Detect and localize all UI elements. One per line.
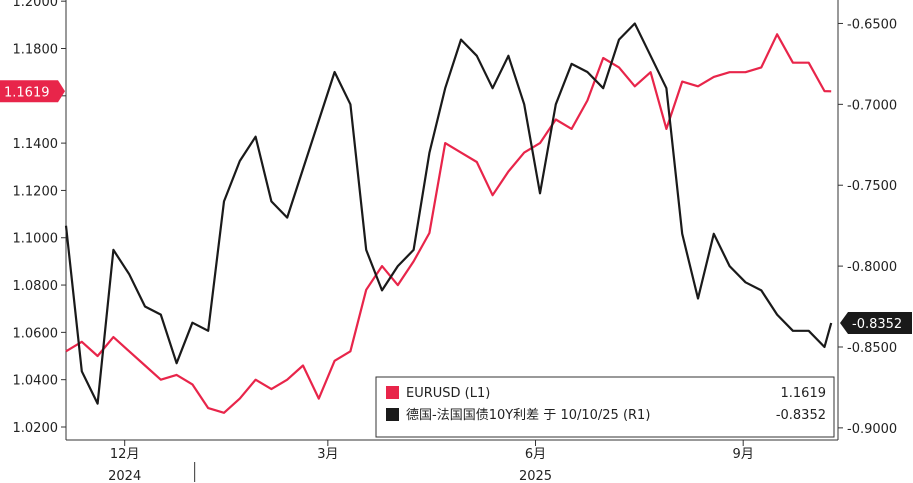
left-tick-label: 1.1200	[13, 184, 59, 199]
legend-box	[375, 376, 835, 438]
legend: EURUSD (L1) 1.1619 德国-法国国债10Y利差 于 10/10/25…	[375, 376, 835, 438]
series-layer	[64, 22, 833, 414]
last-value-badges: 1.1619 -0.8352	[0, 80, 912, 335]
x-tick-label: 12月	[110, 447, 140, 462]
x-tick-label: 3月	[317, 447, 338, 462]
left-tick-label: 1.2000	[13, 0, 59, 10]
series-line-spread	[64, 22, 833, 405]
x-year-label: 2025	[519, 469, 552, 483]
x-axis: 12月 3月 6月 9月 2024 2025	[108, 440, 754, 483]
x-tick-label: 6月	[525, 447, 546, 462]
right-tick-label: -0.7500	[847, 179, 897, 194]
right-axis: -0.6500 -0.7000 -0.7500 -0.8000 -0.8500 -0.90…	[838, 17, 897, 437]
right-tick-label: -0.7000	[847, 98, 897, 113]
left-tick-label: 1.0600	[13, 326, 59, 341]
legend-swatch	[386, 386, 399, 399]
legend-series-name: EURUSD (L1)	[406, 386, 490, 401]
right-tick-label: -0.8000	[847, 260, 897, 275]
left-last-value-badge: 1.1619	[0, 80, 65, 103]
left-tick-label: 1.1000	[13, 232, 59, 247]
series-line-eurusd	[65, 33, 832, 414]
left-tick-label: 1.1400	[13, 137, 59, 152]
right-last-value-badge: -0.8352	[840, 312, 912, 335]
left-tick-label: 1.0400	[13, 374, 59, 389]
x-tick-label: 9月	[733, 447, 754, 462]
legend-swatch	[386, 408, 399, 421]
x-year-label: 2024	[108, 469, 141, 483]
left-tick-label: 1.0200	[13, 421, 59, 436]
left-tick-label: 1.0800	[13, 279, 59, 294]
right-tick-label: -0.6500	[847, 17, 897, 32]
left-last-value-label: 1.1619	[4, 85, 50, 100]
right-last-value-label: -0.8352	[852, 317, 902, 332]
legend-series-value: 1.1619	[781, 386, 827, 401]
plot-frame	[65, 0, 839, 441]
left-tick-label: 1.1800	[13, 42, 59, 57]
right-tick-label: -0.8500	[847, 341, 897, 356]
legend-series-name: 德国-法国国债10Y利差 于 10/10/25 (R1)	[406, 408, 650, 423]
right-tick-label: -0.9000	[847, 422, 897, 437]
legend-series-value: -0.8352	[776, 408, 826, 423]
